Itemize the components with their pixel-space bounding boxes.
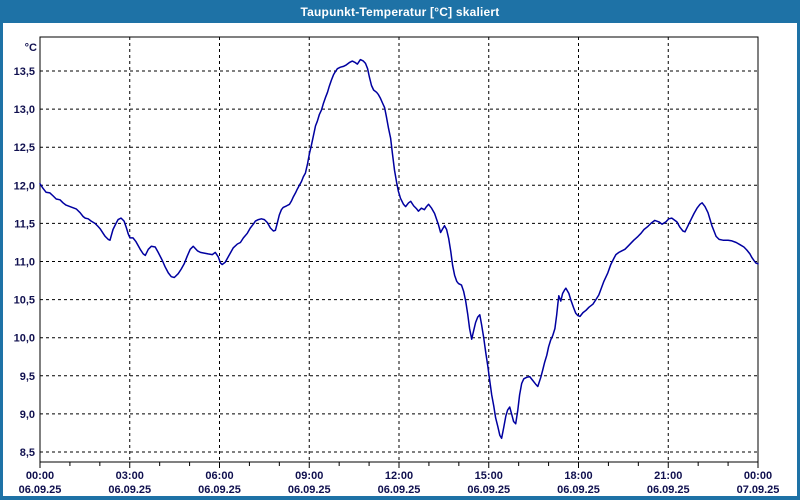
x-tick-date-label: 06.09.25 bbox=[19, 484, 62, 496]
y-tick-label: 8,5 bbox=[20, 447, 35, 459]
x-tick-time-label: 21:00 bbox=[654, 470, 682, 482]
y-tick-label: 10,5 bbox=[14, 295, 35, 307]
x-tick-time-label: 00:00 bbox=[744, 470, 772, 482]
y-tick-label: 12,0 bbox=[14, 180, 35, 192]
y-tick-label: 9,0 bbox=[20, 409, 35, 421]
x-tick-time-label: 06:00 bbox=[205, 470, 233, 482]
x-tick-time-label: 18:00 bbox=[564, 470, 592, 482]
x-tick-date-label: 06.09.25 bbox=[647, 484, 690, 496]
x-tick-date-label: 06.09.25 bbox=[288, 484, 331, 496]
x-tick-date-label: 06.09.25 bbox=[108, 484, 151, 496]
x-tick-time-label: 12:00 bbox=[385, 470, 413, 482]
y-tick-label: 11,0 bbox=[14, 257, 35, 269]
x-tick-date-label: 06.09.25 bbox=[378, 484, 421, 496]
y-tick-label: 11,5 bbox=[14, 218, 35, 230]
y-tick-label: 10,0 bbox=[14, 333, 35, 345]
y-tick-label: 9,5 bbox=[20, 371, 35, 383]
temperature-line bbox=[39, 58, 759, 440]
x-tick-date-label: 06.09.25 bbox=[557, 484, 600, 496]
window-title: Taupunkt-Temperatur [°C] skaliert bbox=[300, 4, 500, 19]
y-tick-label: 12,5 bbox=[14, 142, 35, 154]
y-axis-unit-label: °C bbox=[25, 42, 37, 54]
x-tick-time-label: 03:00 bbox=[116, 470, 144, 482]
x-tick-time-label: 00:00 bbox=[26, 470, 54, 482]
x-tick-date-label: 06.09.25 bbox=[467, 484, 510, 496]
x-tick-date-label: 07.09.25 bbox=[737, 484, 780, 496]
window-titlebar[interactable]: Taupunkt-Temperatur [°C] skaliert bbox=[0, 0, 800, 23]
y-tick-label: 13,5 bbox=[14, 66, 35, 78]
x-tick-time-label: 15:00 bbox=[475, 470, 503, 482]
x-tick-date-label: 06.09.25 bbox=[198, 484, 241, 496]
y-tick-label: 13,0 bbox=[14, 104, 35, 116]
x-tick-time-label: 09:00 bbox=[295, 470, 323, 482]
